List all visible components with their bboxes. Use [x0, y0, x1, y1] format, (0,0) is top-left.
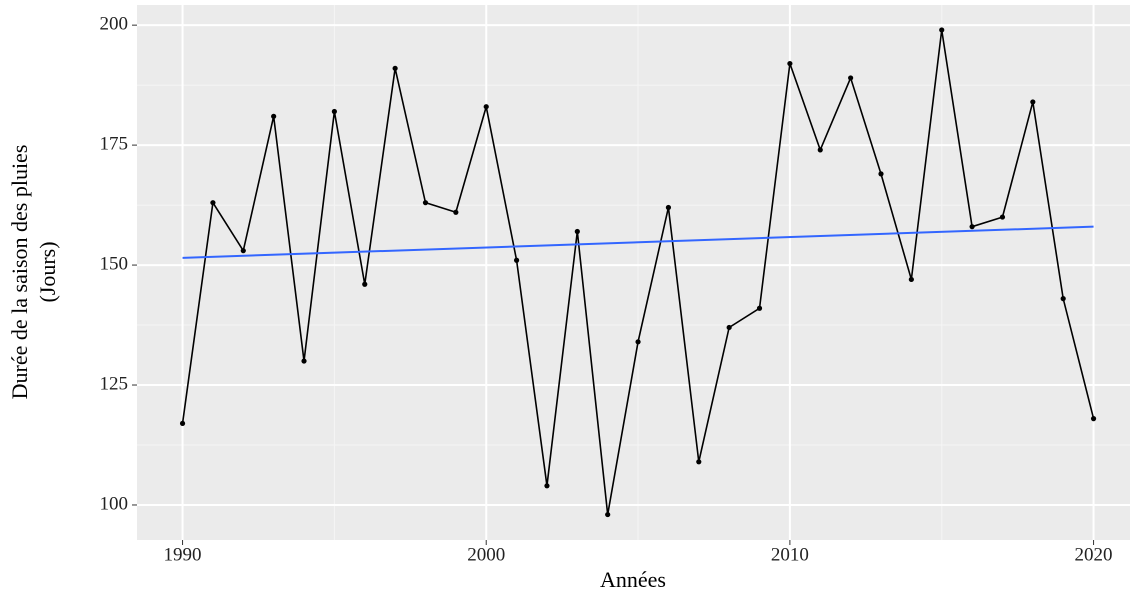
data-point — [210, 200, 216, 206]
data-point — [696, 459, 702, 465]
y-tick-label: 150 — [100, 253, 129, 274]
data-point — [240, 248, 246, 254]
y-tick-label: 200 — [100, 14, 129, 35]
data-point — [605, 511, 611, 518]
x-axis-title: Années — [600, 567, 666, 592]
data-point — [453, 209, 459, 215]
data-point — [1030, 99, 1036, 105]
x-tick-label: 2010 — [771, 544, 809, 565]
data-point — [301, 358, 307, 364]
data-point — [513, 257, 520, 263]
data-point — [848, 75, 854, 81]
y-axis-title: (Jours) — [35, 241, 60, 302]
data-point — [271, 113, 277, 119]
data-point — [331, 108, 337, 115]
plot-panel — [137, 5, 1130, 540]
data-point — [1060, 296, 1066, 302]
data-point — [1090, 416, 1097, 422]
x-tick-label: 2000 — [467, 544, 505, 565]
y-tick-label: 100 — [100, 493, 129, 514]
data-point — [939, 27, 945, 33]
data-point — [362, 281, 368, 287]
data-point — [179, 420, 186, 427]
data-point — [817, 147, 823, 153]
trend-line — [182, 225, 1094, 259]
data-point — [665, 204, 672, 211]
data-point — [544, 483, 550, 489]
data-point — [422, 200, 429, 206]
data-point — [908, 276, 914, 283]
x-tick-label: 2020 — [1075, 544, 1113, 565]
data-point — [726, 324, 732, 331]
data-point — [787, 60, 793, 67]
y-tick-label: 175 — [100, 133, 129, 154]
data-point — [635, 339, 641, 345]
data-point — [483, 104, 489, 110]
data-point — [392, 65, 398, 71]
data-point — [999, 214, 1006, 220]
data-point — [969, 224, 975, 230]
data-point — [756, 305, 763, 311]
data-point — [574, 228, 580, 235]
y-axis-title: Durée de la saison des pluies — [7, 145, 32, 400]
data-point — [878, 171, 884, 177]
x-tick-label: 1990 — [164, 544, 202, 565]
y-tick-label: 125 — [100, 373, 129, 394]
